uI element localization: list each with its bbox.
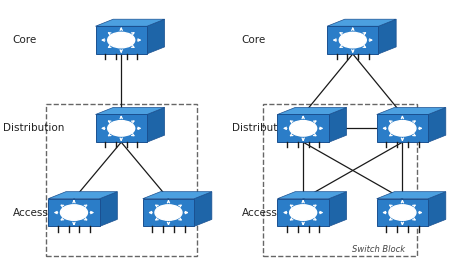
Circle shape xyxy=(290,121,317,136)
Polygon shape xyxy=(377,192,446,199)
Polygon shape xyxy=(329,108,346,142)
Circle shape xyxy=(155,205,182,220)
Polygon shape xyxy=(95,26,147,54)
Polygon shape xyxy=(143,199,194,226)
Circle shape xyxy=(389,205,416,220)
Text: Access: Access xyxy=(242,207,278,218)
Text: Access: Access xyxy=(12,207,48,218)
Bar xyxy=(263,104,417,256)
Polygon shape xyxy=(327,19,396,26)
Text: Core: Core xyxy=(12,35,37,45)
Circle shape xyxy=(108,32,135,48)
Circle shape xyxy=(108,121,135,136)
Text: Distribution: Distribution xyxy=(232,123,294,133)
Circle shape xyxy=(61,205,87,220)
Polygon shape xyxy=(48,192,118,199)
Polygon shape xyxy=(377,108,446,114)
Polygon shape xyxy=(194,192,212,226)
Polygon shape xyxy=(100,192,118,226)
Polygon shape xyxy=(277,199,329,226)
Polygon shape xyxy=(428,192,446,226)
Polygon shape xyxy=(95,19,164,26)
Circle shape xyxy=(389,121,416,136)
Polygon shape xyxy=(147,108,164,142)
Polygon shape xyxy=(377,114,428,142)
Polygon shape xyxy=(329,192,346,226)
Text: Distribution: Distribution xyxy=(3,123,64,133)
Circle shape xyxy=(290,205,317,220)
Polygon shape xyxy=(143,192,212,199)
Polygon shape xyxy=(48,199,100,226)
Polygon shape xyxy=(277,114,329,142)
Polygon shape xyxy=(277,192,346,199)
Polygon shape xyxy=(277,108,346,114)
Polygon shape xyxy=(95,114,147,142)
Polygon shape xyxy=(327,26,379,54)
Polygon shape xyxy=(428,108,446,142)
Polygon shape xyxy=(95,108,164,114)
Polygon shape xyxy=(379,19,396,54)
Polygon shape xyxy=(377,199,428,226)
Text: Core: Core xyxy=(242,35,266,45)
Bar xyxy=(46,104,197,256)
Circle shape xyxy=(339,32,366,48)
Text: Switch Block: Switch Block xyxy=(352,245,405,254)
Polygon shape xyxy=(147,19,164,54)
